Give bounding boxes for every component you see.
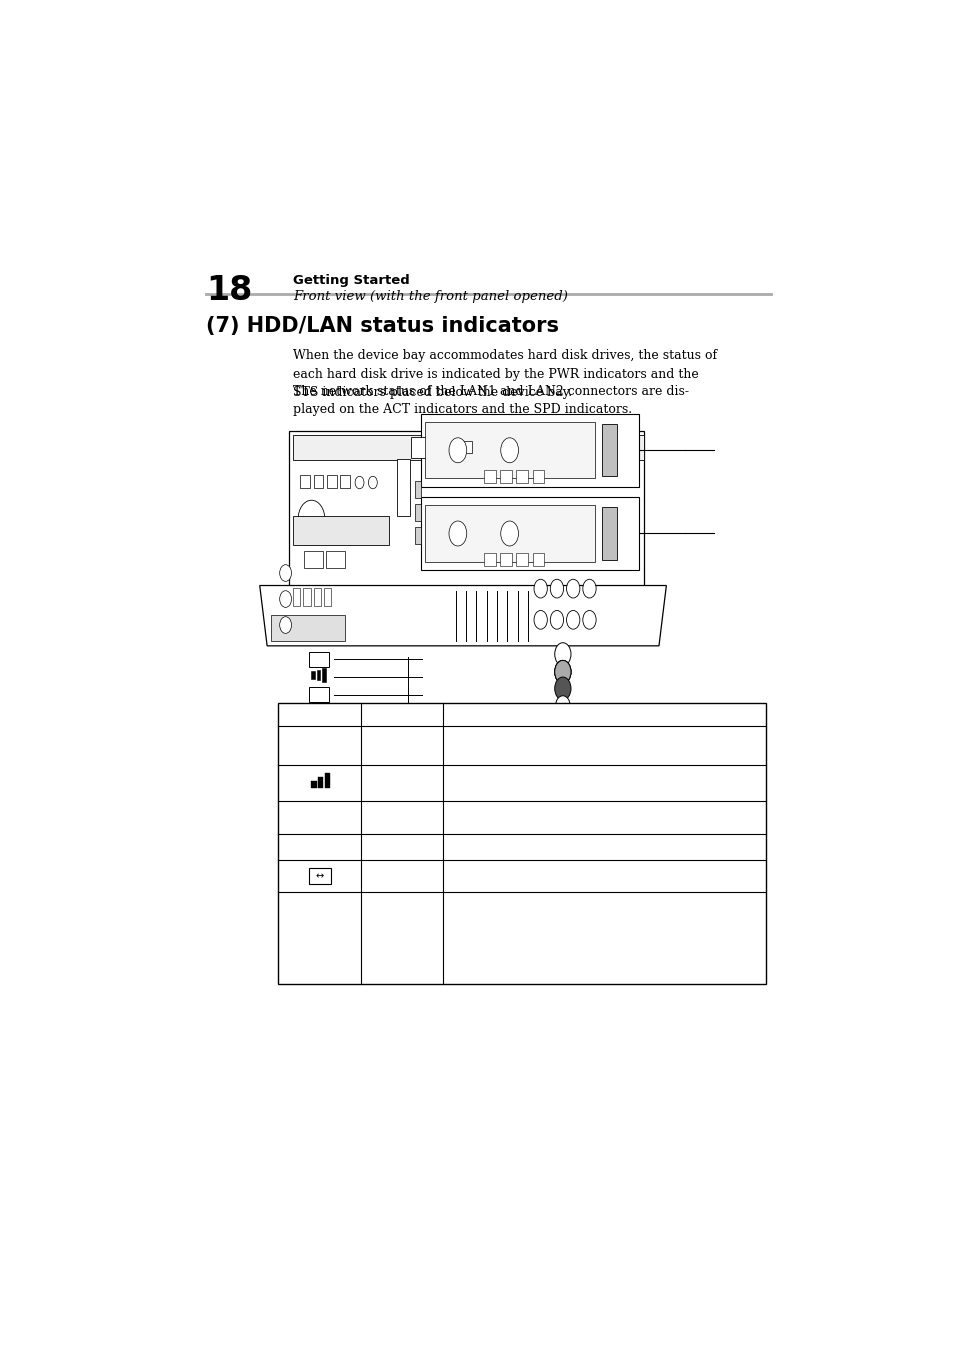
Text: Status: Status xyxy=(381,708,422,721)
Bar xyxy=(420,497,639,570)
Bar xyxy=(324,773,330,788)
Text: ↔: ↔ xyxy=(315,871,323,881)
Bar xyxy=(304,551,322,567)
Circle shape xyxy=(298,500,324,538)
Bar xyxy=(532,470,544,482)
Circle shape xyxy=(566,580,579,598)
Bar xyxy=(516,554,528,566)
Circle shape xyxy=(554,677,571,700)
Bar xyxy=(415,481,420,499)
Bar xyxy=(462,440,472,454)
Text: Off: Off xyxy=(392,840,412,854)
Circle shape xyxy=(279,590,292,608)
Text: (7) HDD/LAN status indicators: (7) HDD/LAN status indicators xyxy=(206,316,558,336)
Text: Lit
amber: Lit amber xyxy=(381,802,422,832)
Circle shape xyxy=(279,616,292,634)
Bar xyxy=(601,508,617,559)
Bar xyxy=(289,431,643,585)
Bar xyxy=(532,554,544,566)
Bar xyxy=(424,422,594,478)
Circle shape xyxy=(449,521,466,546)
Bar xyxy=(317,777,323,788)
Bar xyxy=(499,470,512,482)
Circle shape xyxy=(550,580,563,598)
Circle shape xyxy=(554,661,571,684)
Polygon shape xyxy=(259,585,665,646)
Bar xyxy=(483,554,495,566)
Text: The server is operating at 1000Mbps.: The server is operating at 1000Mbps. xyxy=(452,812,691,824)
Bar xyxy=(314,588,321,607)
Text: Link is established.: Link is established. xyxy=(452,870,574,882)
Text: Meaning: Meaning xyxy=(577,708,632,721)
Bar xyxy=(415,527,420,544)
Text: No cable is connected or the server is oper-
ating at 10Mbps.: No cable is connected or the server is o… xyxy=(452,731,729,761)
Text: Getting Started: Getting Started xyxy=(293,274,410,288)
Circle shape xyxy=(500,438,518,463)
Text: ↔: ↔ xyxy=(315,655,322,663)
Bar xyxy=(311,705,314,713)
Circle shape xyxy=(566,611,579,630)
Bar xyxy=(340,476,350,488)
Bar xyxy=(293,435,643,459)
Bar xyxy=(321,703,325,716)
Text: The network status of the LAN1 and LAN2 connectors are dis-
played on the ACT in: The network status of the LAN1 and LAN2 … xyxy=(293,385,688,416)
Bar xyxy=(411,436,496,458)
Bar xyxy=(499,554,512,566)
Text: ACT 1
(LAN1): ACT 1 (LAN1) xyxy=(296,832,342,862)
Circle shape xyxy=(534,580,547,598)
Circle shape xyxy=(534,611,547,630)
Bar xyxy=(516,470,528,482)
Circle shape xyxy=(368,477,376,489)
Bar xyxy=(308,867,331,885)
Text: 18: 18 xyxy=(206,274,253,308)
Circle shape xyxy=(554,643,571,666)
Text: When the device bay accommodates hard disk drives, the status of
each hard disk : When the device bay accommodates hard di… xyxy=(293,350,717,400)
Bar xyxy=(424,505,594,562)
Circle shape xyxy=(355,477,364,489)
Bar xyxy=(321,669,325,682)
Bar xyxy=(326,551,344,567)
Bar xyxy=(308,688,329,703)
Text: Link is not established.: Link is not established. xyxy=(452,840,598,854)
Bar xyxy=(420,413,639,486)
Circle shape xyxy=(500,521,518,546)
Text: Off: Off xyxy=(392,739,412,753)
Text: The server is operating at 100Mbps.: The server is operating at 100Mbps. xyxy=(452,777,683,790)
Bar xyxy=(278,703,765,984)
Text: Lit
amber: Lit amber xyxy=(381,861,422,890)
Bar xyxy=(308,653,329,666)
Circle shape xyxy=(554,661,571,684)
Bar xyxy=(271,615,344,640)
Bar xyxy=(316,670,320,680)
Bar xyxy=(314,476,323,488)
Circle shape xyxy=(279,565,292,581)
Bar xyxy=(316,704,320,715)
Text: Indicator: Indicator xyxy=(291,708,349,721)
Bar xyxy=(293,588,300,607)
Bar xyxy=(415,504,420,521)
Circle shape xyxy=(582,611,596,630)
Text: SPD 1
(LAN1): SPD 1 (LAN1) xyxy=(296,731,342,761)
Bar xyxy=(311,781,316,788)
Circle shape xyxy=(582,580,596,598)
Circle shape xyxy=(554,661,571,684)
Text: It is accessing to the network.: It is accessing to the network. xyxy=(452,904,642,916)
Bar xyxy=(303,588,311,607)
Circle shape xyxy=(550,611,563,630)
Bar xyxy=(483,470,495,482)
Text: ↔: ↔ xyxy=(315,690,322,700)
Text: Lit
green: Lit green xyxy=(383,769,420,798)
Bar xyxy=(324,588,331,607)
Circle shape xyxy=(555,696,570,716)
Bar xyxy=(396,458,410,516)
Bar xyxy=(311,671,314,678)
Text: Flashing
amber: Flashing amber xyxy=(375,896,429,925)
Circle shape xyxy=(449,438,466,463)
Text: Front view (with the front panel opened): Front view (with the front panel opened) xyxy=(293,290,567,303)
Bar xyxy=(601,424,617,477)
Bar xyxy=(293,516,389,544)
Bar xyxy=(300,476,310,488)
Bar xyxy=(327,476,336,488)
